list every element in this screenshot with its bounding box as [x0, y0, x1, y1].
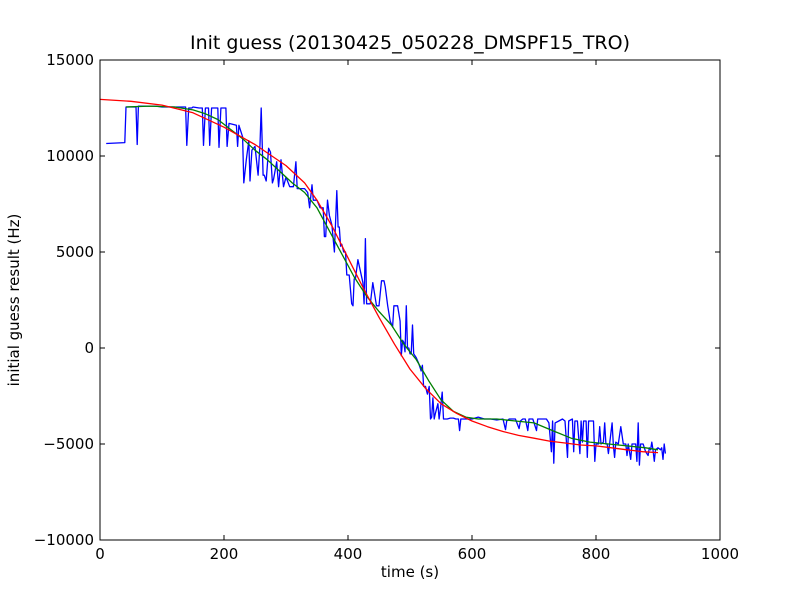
x-tick-label: 600	[458, 545, 487, 563]
x-tick-label: 1000	[701, 545, 739, 563]
x-tick-label: 0	[95, 545, 105, 563]
x-tick-label: 800	[582, 545, 611, 563]
x-axis-label: time (s)	[381, 563, 439, 581]
series-layer	[99, 98, 667, 466]
series-line-2	[125, 105, 659, 451]
y-tick-label: 10000	[46, 147, 94, 165]
y-tick-label: 15000	[46, 51, 94, 69]
series-line-1	[106, 105, 667, 466]
y-axis-label: initial guess result (Hz)	[5, 214, 23, 387]
chart-title: Init guess (20130425_050228_DMSPF15_TRO)	[190, 32, 630, 54]
axes-layer: 0 200 400 600 800 1000 −10000 −5000 0 5000 10000 15…	[34, 51, 739, 563]
y-tick-label: 0	[84, 339, 94, 357]
series-line-3	[99, 98, 659, 454]
plot-frame	[99, 59, 721, 541]
y-tick-label: −10000	[34, 531, 94, 549]
x-tick-label: 200	[210, 545, 239, 563]
y-tick-label: −5000	[43, 435, 94, 453]
x-tick-label: 400	[334, 545, 363, 563]
y-tick-label: 5000	[56, 243, 94, 261]
